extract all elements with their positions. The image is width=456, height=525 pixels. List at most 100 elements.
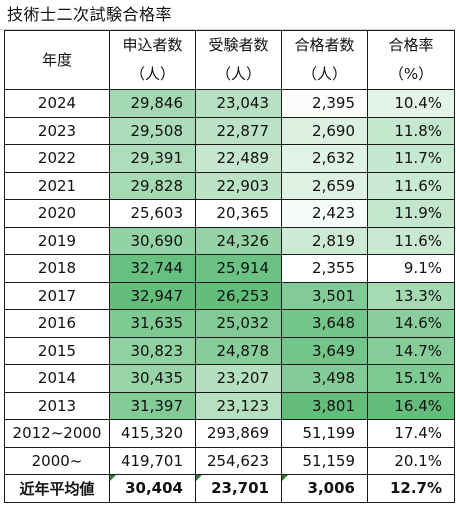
cell-passers: 3,649 — [281, 336, 368, 365]
header-passers-label: 合格者数 — [294, 36, 355, 54]
table-row: 2019 30,690 24,326 2,819 11.6% — [4, 226, 455, 255]
cell-year: 2019 — [4, 226, 110, 255]
cell-year: 2020 — [4, 199, 110, 228]
cell-rate: 11.6% — [367, 226, 455, 255]
cell-year: 2023 — [4, 116, 110, 145]
cell-rate: 17.4% — [367, 419, 455, 448]
table-row: 2024 29,846 23,043 2,395 10.4% — [4, 89, 455, 118]
cell-year: 2000~ — [4, 446, 110, 475]
table-row: 2014 30,435 23,207 3,498 15.1% — [4, 364, 455, 393]
cell-applicants: 30,435 — [109, 364, 196, 393]
cell-passers: 3,501 — [281, 281, 368, 310]
cell-rate: 10.4% — [367, 89, 455, 118]
cell-passers: 2,632 — [281, 144, 368, 173]
cell-year: 2018 — [4, 254, 110, 283]
header-applicants: 申込者数 （人） — [109, 30, 196, 90]
cell-passers: 3,801 — [281, 391, 368, 420]
cell-applicants: 29,846 — [109, 89, 196, 118]
cell-passers: 3,498 — [281, 364, 368, 393]
cell-passers: 2,423 — [281, 199, 368, 228]
cell-year: 2022 — [4, 144, 110, 173]
header-passers: 合格者数 （人） — [281, 30, 368, 90]
cell-passers: 2,659 — [281, 171, 368, 200]
cell-applicants: 30,823 — [109, 336, 196, 365]
header-rate-label: 合格率 — [388, 36, 434, 54]
cell-applicants: 29,391 — [109, 144, 196, 173]
table-row: 2016 31,635 25,032 3,648 14.6% — [4, 309, 455, 338]
average-passers: 3,006 — [281, 474, 368, 503]
cell-examinees: 23,123 — [195, 391, 282, 420]
cell-rate: 11.7% — [367, 144, 455, 173]
header-applicants-unit: （人） — [129, 65, 175, 83]
cell-applicants: 31,635 — [109, 309, 196, 338]
exam-pass-rate-table: 年度 申込者数 （人） 受験者数 （人） 合格者数 （人） 合格率 （%） 20… — [4, 30, 455, 503]
cell-year: 2024 — [4, 89, 110, 118]
cell-year: 2017 — [4, 281, 110, 310]
table-row: 2018 32,744 25,914 2,355 9.1% — [4, 254, 455, 283]
sheet-title: 技術士二次試験合格率 — [0, 0, 456, 30]
cell-year: 2016 — [4, 309, 110, 338]
header-examinees-label: 受験者数 — [208, 36, 269, 54]
cell-rate: 9.1% — [367, 254, 455, 283]
cell-rate: 13.3% — [367, 281, 455, 310]
table-row: 2015 30,823 24,878 3,649 14.7% — [4, 336, 455, 365]
cell-examinees: 24,878 — [195, 336, 282, 365]
cell-examinees: 22,489 — [195, 144, 282, 173]
average-applicants: 30,404 — [109, 474, 196, 503]
cell-examinees: 22,903 — [195, 171, 282, 200]
header-examinees: 受験者数 （人） — [195, 30, 282, 90]
cell-examinees: 22,877 — [195, 116, 282, 145]
cell-applicants: 25,603 — [109, 199, 196, 228]
cell-examinees: 254,623 — [195, 446, 282, 475]
cell-applicants: 415,320 — [109, 419, 196, 448]
cell-applicants: 29,828 — [109, 171, 196, 200]
table-row: 2022 29,391 22,489 2,632 11.7% — [4, 144, 455, 173]
average-rate: 12.7% — [367, 474, 455, 503]
cell-applicants: 419,701 — [109, 446, 196, 475]
cell-rate: 14.6% — [367, 309, 455, 338]
cell-rate: 11.8% — [367, 116, 455, 145]
cell-examinees: 24,326 — [195, 226, 282, 255]
header-examinees-unit: （人） — [215, 65, 261, 83]
average-label: 近年平均値 — [4, 474, 110, 503]
cell-year: 2015 — [4, 336, 110, 365]
table-row: 2017 32,947 26,253 3,501 13.3% — [4, 281, 455, 310]
cell-passers: 2,355 — [281, 254, 368, 283]
header-rate: 合格率 （%） — [367, 30, 455, 90]
cell-examinees: 20,365 — [195, 199, 282, 228]
table-row: 2020 25,603 20,365 2,423 11.9% — [4, 199, 455, 228]
table-row: 2021 29,828 22,903 2,659 11.6% — [4, 171, 455, 200]
cell-passers: 2,395 — [281, 89, 368, 118]
cell-rate: 20.1% — [367, 446, 455, 475]
cell-year: 2012~2000 — [4, 419, 110, 448]
average-examinees: 23,701 — [195, 474, 282, 503]
cell-examinees: 25,914 — [195, 254, 282, 283]
average-row: 近年平均値 30,404 23,701 3,006 12.7% — [4, 474, 455, 503]
header-passers-unit: （人） — [301, 65, 347, 83]
cell-applicants: 32,947 — [109, 281, 196, 310]
table-row: 2000~ 419,701 254,623 51,159 20.1% — [4, 446, 455, 475]
cell-applicants: 32,744 — [109, 254, 196, 283]
cell-rate: 11.6% — [367, 171, 455, 200]
cell-rate: 11.9% — [367, 199, 455, 228]
cell-rate: 14.7% — [367, 336, 455, 365]
cell-year: 2013 — [4, 391, 110, 420]
cell-applicants: 30,690 — [109, 226, 196, 255]
cell-examinees: 26,253 — [195, 281, 282, 310]
header-row: 年度 申込者数 （人） 受験者数 （人） 合格者数 （人） 合格率 （%） — [4, 30, 455, 90]
header-applicants-label: 申込者数 — [122, 36, 183, 54]
cell-examinees: 293,869 — [195, 419, 282, 448]
table-body: 2024 29,846 23,043 2,395 10.4% 2023 29,508 22,8… — [4, 89, 455, 475]
cell-year: 2021 — [4, 171, 110, 200]
cell-applicants: 29,508 — [109, 116, 196, 145]
cell-rate: 15.1% — [367, 364, 455, 393]
cell-passers: 51,199 — [281, 419, 368, 448]
table-row: 2023 29,508 22,877 2,690 11.8% — [4, 116, 455, 145]
cell-examinees: 23,043 — [195, 89, 282, 118]
cell-passers: 2,690 — [281, 116, 368, 145]
cell-applicants: 31,397 — [109, 391, 196, 420]
cell-examinees: 25,032 — [195, 309, 282, 338]
cell-examinees: 23,207 — [195, 364, 282, 393]
table-row: 2013 31,397 23,123 3,801 16.4% — [4, 391, 455, 420]
header-rate-unit: （%） — [388, 65, 434, 83]
